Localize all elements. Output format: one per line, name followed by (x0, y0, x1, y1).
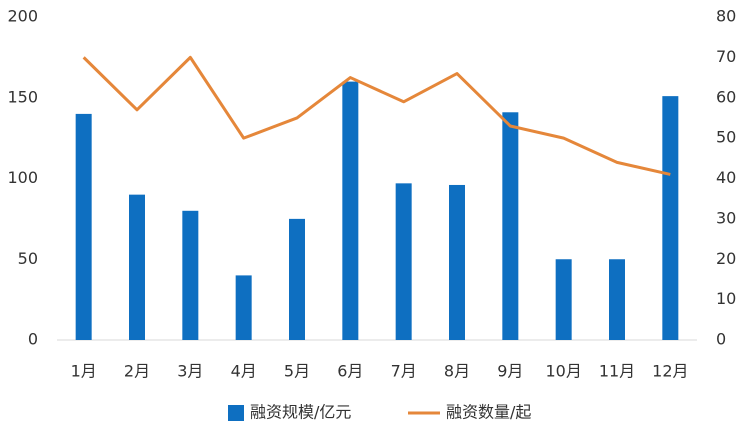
bar (609, 259, 625, 340)
x-tick-label: 7月 (391, 362, 417, 381)
x-tick-label: 4月 (231, 362, 257, 381)
y-tick-label: 150 (7, 87, 38, 106)
bar (449, 184, 465, 340)
y-tick-label: 0 (28, 330, 38, 349)
x-tick-label: 10月 (545, 362, 581, 381)
x-tick-label: 8月 (444, 362, 470, 381)
y-tick-label: 50 (18, 249, 38, 268)
legend-label: 融资规模/亿元 (250, 403, 351, 422)
y2-tick-label: 40 (716, 168, 736, 187)
x-tick-label: 9月 (497, 362, 523, 381)
x-tick-label: 3月 (177, 362, 203, 381)
bar (235, 275, 252, 340)
x-tick-label: 2月 (124, 362, 150, 381)
y2-tick-label: 50 (716, 128, 736, 147)
y2-tick-label: 10 (716, 289, 736, 308)
bar (342, 81, 359, 340)
x-tick-label: 11月 (599, 362, 635, 381)
bar (182, 210, 199, 340)
x-tick-label: 1月 (71, 362, 97, 381)
y2-tick-label: 20 (716, 249, 736, 268)
bar (502, 112, 519, 340)
y2-tick-label: 0 (716, 330, 726, 349)
y2-tick-label: 30 (716, 208, 736, 227)
legend-swatch (228, 405, 244, 421)
bar (395, 183, 412, 340)
y-tick-label: 200 (7, 7, 38, 26)
y2-tick-label: 70 (716, 47, 736, 66)
x-tick-label: 6月 (337, 362, 363, 381)
legend-label: 融资数量/起 (446, 403, 531, 422)
bar (129, 194, 145, 340)
x-tick-label: 5月 (284, 362, 310, 381)
bar (555, 259, 572, 340)
bar (289, 218, 305, 340)
bar (75, 113, 92, 341)
y-tick-label: 100 (7, 168, 38, 187)
bar (662, 96, 679, 340)
line (82, 55, 671, 176)
x-tick-label: 12月 (652, 362, 688, 381)
y2-tick-label: 80 (716, 7, 736, 26)
y2-tick-label: 60 (716, 87, 736, 106)
